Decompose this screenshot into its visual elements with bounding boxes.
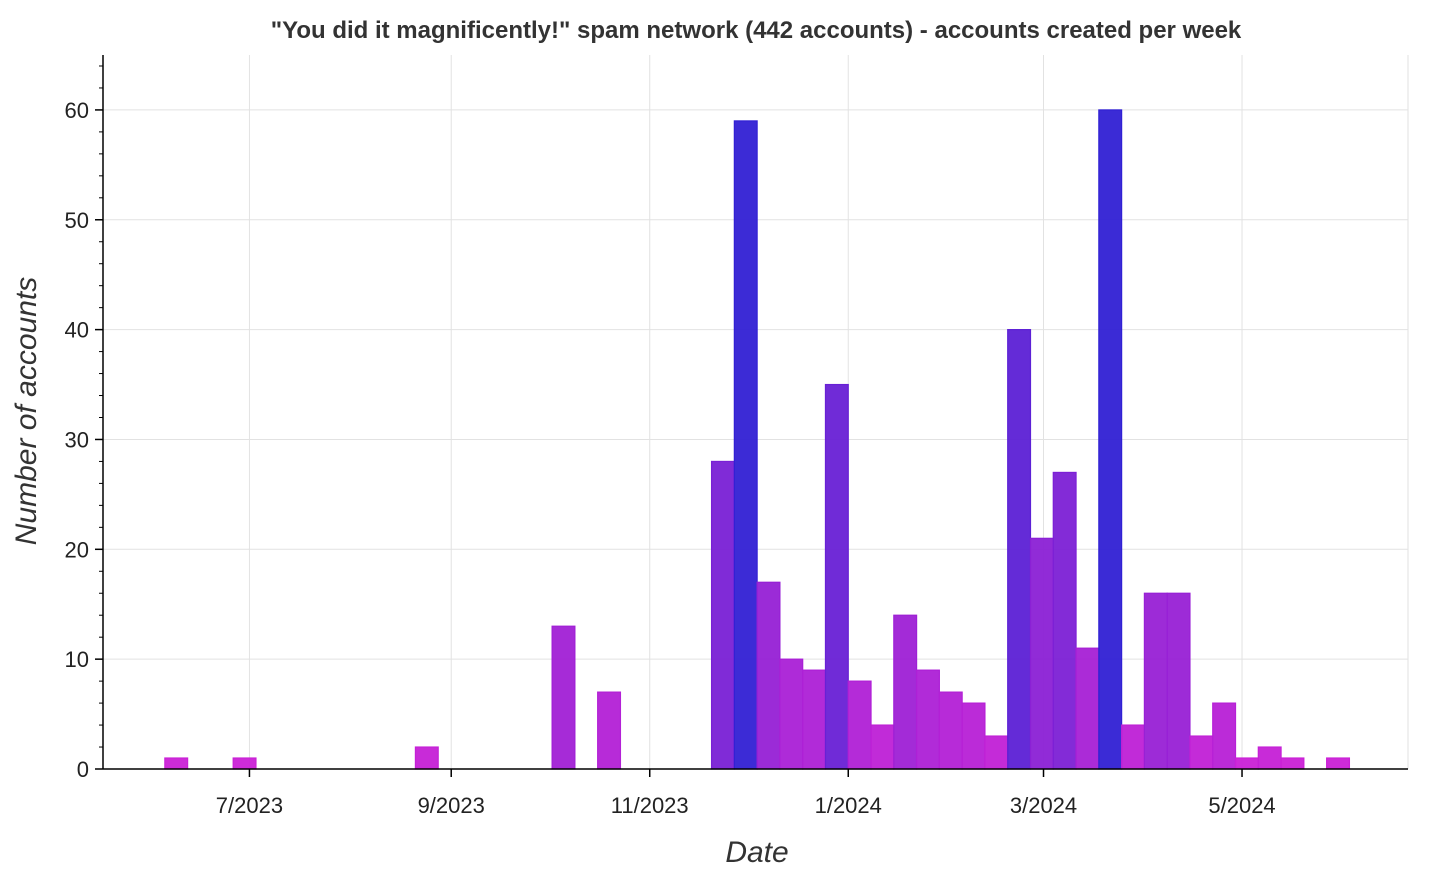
bar (551, 625, 576, 770)
bar (1007, 329, 1032, 770)
bar (1280, 757, 1305, 770)
axes (102, 55, 1408, 770)
bar (1052, 471, 1077, 770)
bar (938, 691, 963, 770)
bar (961, 702, 986, 770)
bar (1121, 724, 1145, 770)
bar (1075, 647, 1100, 770)
bar (756, 581, 781, 770)
bar (597, 691, 622, 770)
bar (779, 658, 804, 770)
x-ticks: 7/2023 9/2023 11/2023 1/2024 3/2024 5/2024 (216, 769, 1276, 818)
x-tick-label: 9/2023 (418, 793, 485, 818)
x-tick-label: 11/2023 (611, 793, 689, 818)
bar (733, 120, 758, 770)
bar (893, 614, 918, 770)
bar (1212, 702, 1237, 770)
x-tick-label: 7/2023 (216, 793, 283, 818)
y-tick-label: 30 (65, 427, 89, 452)
bar (1166, 592, 1191, 770)
x-tick-label: 3/2024 (1010, 793, 1077, 818)
bars (164, 109, 1351, 770)
y-tick-label: 50 (65, 208, 89, 233)
bar (802, 669, 827, 770)
bar (1143, 592, 1168, 770)
x-axis-label: Date (725, 836, 788, 869)
bar (847, 680, 872, 770)
bar (1189, 735, 1214, 770)
chart-title: "You did it magnificently!" spam network… (271, 17, 1242, 44)
y-tick-label: 10 (65, 647, 89, 672)
x-tick-label: 1/2024 (815, 793, 882, 818)
bar (984, 735, 1009, 770)
bar (232, 757, 257, 770)
y-tick-label: 20 (65, 537, 89, 562)
bar (870, 724, 895, 770)
bar (1326, 757, 1351, 770)
bar (1257, 746, 1282, 770)
bar (915, 669, 940, 770)
y-tick-label: 60 (65, 98, 89, 123)
bar (710, 460, 735, 770)
bar (164, 757, 189, 770)
bar (1234, 757, 1259, 770)
y-axis-label: Number of accounts (10, 277, 43, 545)
y-tick-label: 0 (77, 757, 89, 782)
bar (1029, 537, 1054, 770)
bar (414, 746, 439, 770)
y-ticks: 0 10 20 30 40 50 60 (65, 65, 103, 782)
x-tick-label: 5/2024 (1208, 793, 1275, 818)
bar (824, 383, 849, 770)
y-tick-label: 40 (65, 318, 89, 343)
bar (1098, 109, 1123, 770)
